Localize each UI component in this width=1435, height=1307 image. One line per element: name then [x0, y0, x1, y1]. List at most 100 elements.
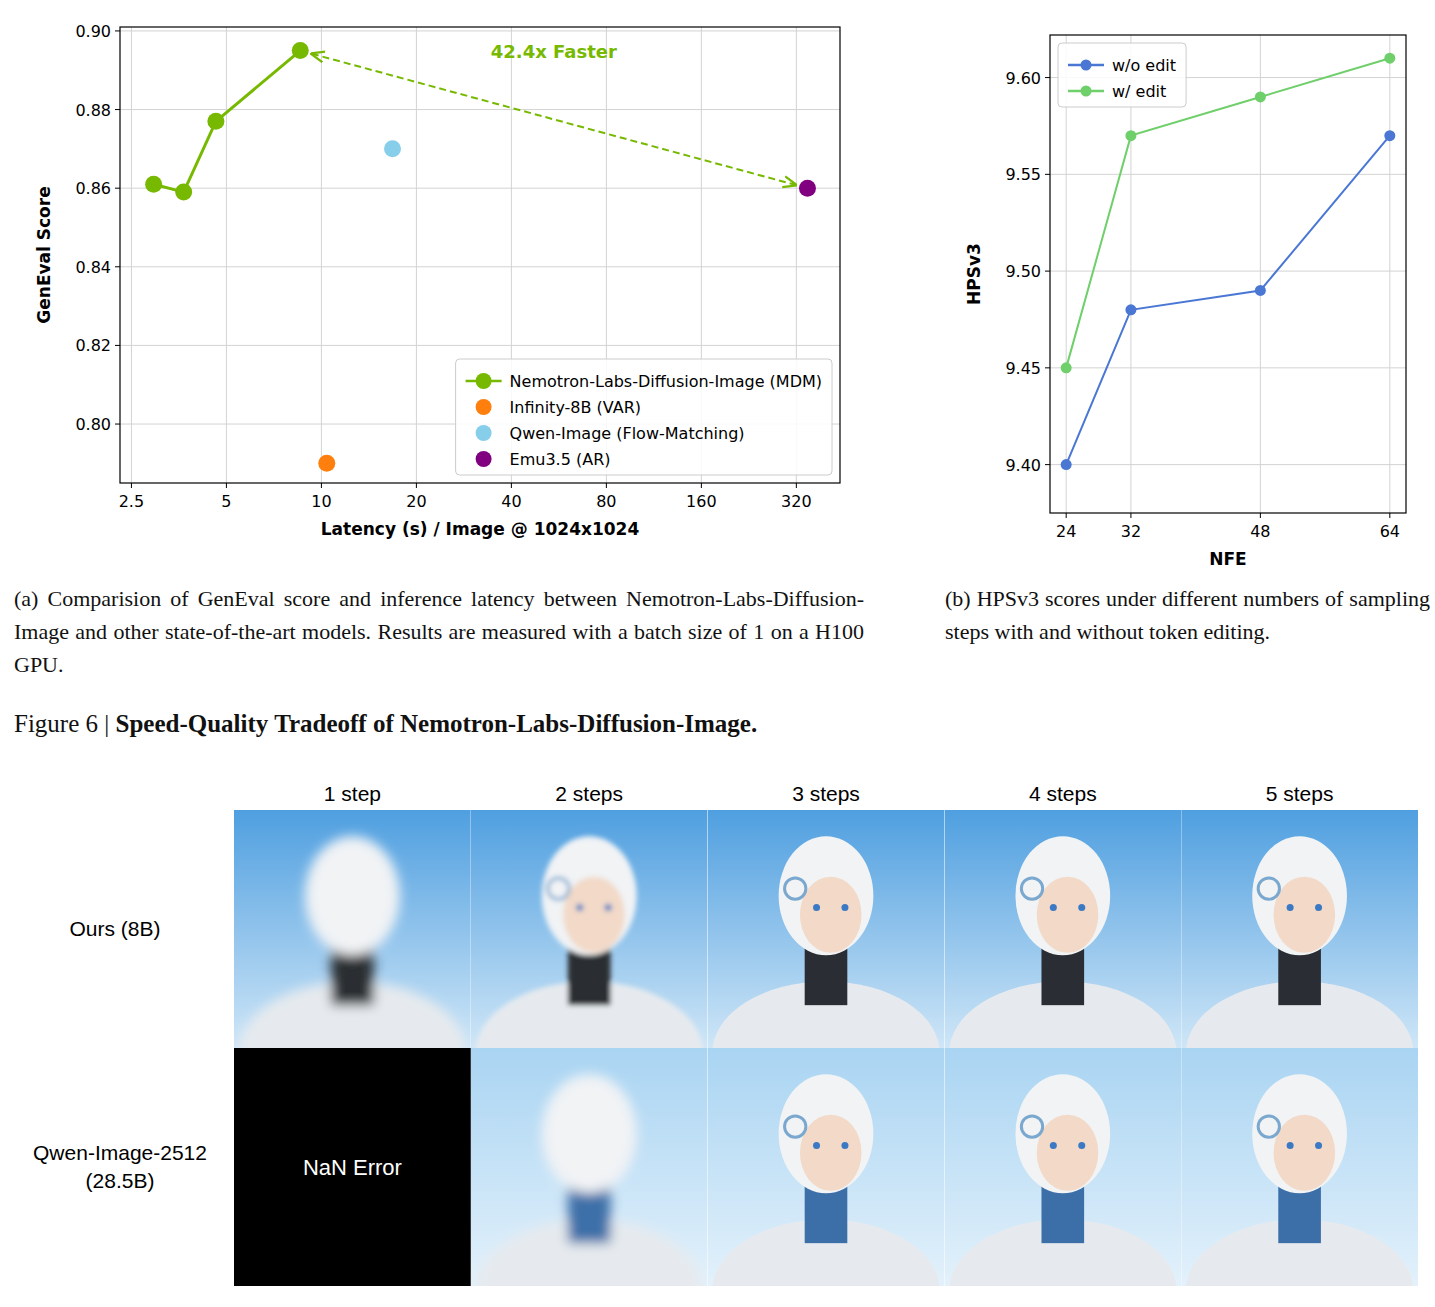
- data-point: [145, 176, 162, 193]
- plot-frame: [120, 27, 840, 483]
- head: [1252, 836, 1347, 955]
- tick-label: 9.50: [1005, 262, 1041, 281]
- image-grid: 1 step2 steps3 steps4 steps5 stepsOurs (…: [33, 782, 1418, 1307]
- grid-line: [120, 345, 840, 346]
- figure-shape: [712, 836, 939, 1048]
- tick-mark: [115, 345, 120, 346]
- ear-ring: [1258, 1116, 1279, 1137]
- spacer: [109, 710, 115, 737]
- grid-line: [1050, 271, 1406, 272]
- legend-label: Emu3.5 (AR): [510, 450, 611, 469]
- eye: [841, 1142, 848, 1149]
- grid-line: [1389, 35, 1390, 513]
- ear-ring: [1258, 878, 1279, 899]
- tick-mark: [1130, 513, 1131, 518]
- head: [1252, 1074, 1347, 1193]
- head: [779, 1074, 874, 1193]
- tick-label: 32: [1121, 522, 1141, 541]
- grid-line: [120, 188, 840, 189]
- tick-label: 0.86: [75, 179, 111, 198]
- tick-mark: [115, 266, 120, 267]
- eye: [841, 904, 848, 911]
- row-label-line: (28.5B): [86, 1169, 155, 1192]
- figure-caption: Figure 6 | Speed-Quality Tradeoff of Nem…: [14, 710, 1414, 738]
- eye: [576, 904, 583, 911]
- tick-label: 0.88: [75, 101, 111, 120]
- tick-label: 64: [1380, 522, 1400, 541]
- axis-title: NFE: [1209, 549, 1246, 569]
- data-point: [1255, 91, 1266, 102]
- legend-label: Nemotron-Labs-Diffusion-Image (MDM): [510, 372, 822, 391]
- row-label: Qwen-Image-2512 (28.5B): [33, 1141, 207, 1192]
- ear-ring: [785, 1116, 806, 1137]
- eye: [1050, 904, 1057, 911]
- tick-label: 0.90: [75, 22, 111, 41]
- eye: [1287, 904, 1294, 911]
- figure-shape: [476, 1074, 703, 1286]
- row-label: Ours (8B): [69, 917, 160, 940]
- grid-line: [120, 266, 840, 267]
- image-placeholder: [944, 1048, 1181, 1286]
- row-label-line: Qwen-Image-2512: [33, 1141, 207, 1164]
- axis-title: GenEval Score: [34, 186, 54, 323]
- figure-shape: [949, 836, 1176, 1048]
- legend-swatch: [1081, 86, 1092, 97]
- image-placeholder: [234, 1048, 471, 1286]
- data-point: [1125, 304, 1136, 315]
- legend-box: [456, 359, 832, 475]
- tick-mark: [131, 483, 132, 488]
- tick-label: 0.80: [75, 415, 111, 434]
- tick-label: 5: [221, 492, 231, 511]
- data-point: [207, 113, 224, 130]
- legend-swatch: [476, 425, 492, 441]
- tick-label: 0.82: [75, 336, 111, 355]
- series-line: [154, 51, 301, 193]
- eye: [1078, 904, 1085, 911]
- eye: [1315, 904, 1322, 911]
- data-point: [1125, 130, 1136, 141]
- tick-mark: [1045, 77, 1050, 78]
- legend: Nemotron-Labs-Diffusion-Image (MDM)Infin…: [456, 359, 832, 475]
- column-header: 2 steps: [555, 782, 623, 805]
- legend-box: [1058, 43, 1186, 107]
- plot-frame: [1050, 35, 1406, 513]
- face: [800, 1115, 862, 1191]
- tick-label: 40: [501, 492, 521, 511]
- ear-ring: [548, 878, 569, 899]
- head: [542, 1074, 637, 1193]
- grid-line: [1050, 464, 1406, 465]
- tick-label: 9.40: [1005, 456, 1041, 475]
- tick-mark: [226, 483, 227, 488]
- legend-swatch: [1081, 60, 1092, 71]
- tick-mark: [115, 188, 120, 189]
- eye: [1078, 1142, 1085, 1149]
- grid-line: [1050, 174, 1406, 175]
- series-line: [1066, 136, 1390, 465]
- ear-ring: [1021, 878, 1042, 899]
- head: [1015, 1074, 1110, 1193]
- head: [305, 836, 400, 955]
- tick-mark: [1389, 513, 1390, 518]
- chart-0: 2.55102040801603200.800.820.840.860.880.…: [34, 22, 840, 539]
- tick-label: 9.55: [1005, 165, 1041, 184]
- data-point: [1061, 362, 1072, 373]
- chart-1: 243248649.409.459.509.559.60NFEHPSv3w/o …: [964, 35, 1406, 569]
- legend: w/o editw/ edit: [1058, 43, 1186, 107]
- legend-label: w/o edit: [1112, 56, 1176, 75]
- data-point: [318, 455, 335, 472]
- data-point: [799, 180, 816, 197]
- tick-mark: [115, 424, 120, 425]
- figure-shape: [1186, 1074, 1413, 1286]
- eye: [1287, 1142, 1294, 1149]
- ear-ring: [1021, 1116, 1042, 1137]
- ear-ring: [785, 878, 806, 899]
- data-point: [1384, 53, 1395, 64]
- tick-label: 10: [311, 492, 331, 511]
- tick-label: 2.5: [119, 492, 144, 511]
- face: [1274, 1115, 1336, 1191]
- tick-mark: [606, 483, 607, 488]
- grid-line: [120, 30, 840, 31]
- legend-swatch: [476, 451, 492, 467]
- face: [563, 877, 625, 953]
- eye: [813, 1142, 820, 1149]
